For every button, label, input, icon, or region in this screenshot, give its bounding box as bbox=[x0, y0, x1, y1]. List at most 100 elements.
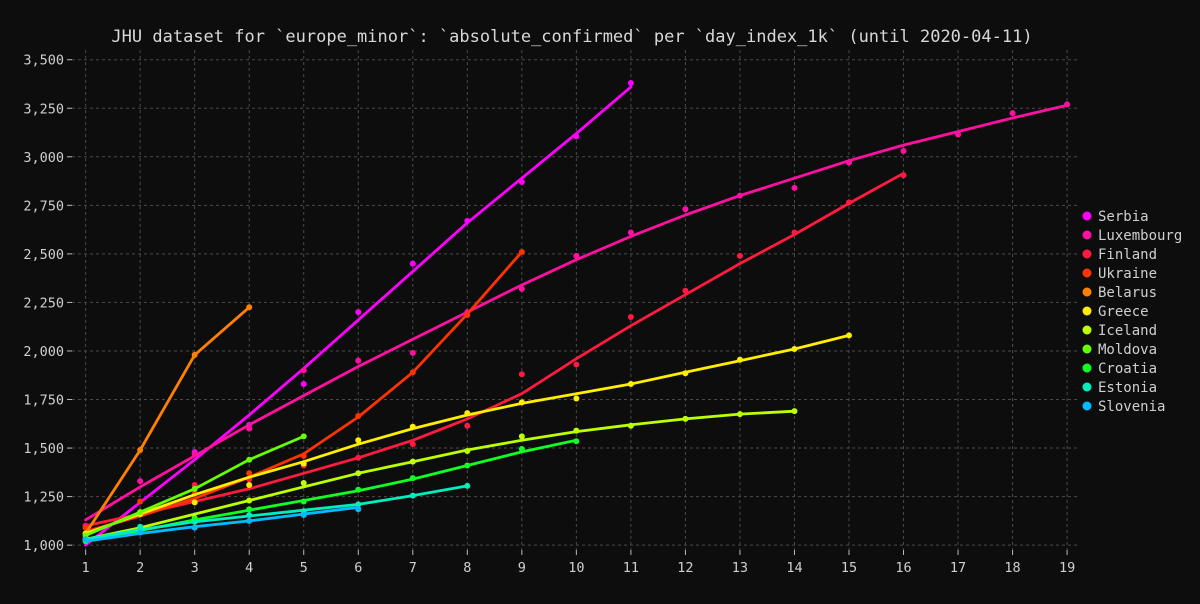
series-line bbox=[84, 409, 796, 541]
legend-swatch bbox=[1082, 230, 1092, 240]
y-tick-label: 2,750 bbox=[23, 198, 64, 214]
y-tick-label: 2,250 bbox=[23, 295, 64, 311]
y-tick-label: 3,250 bbox=[23, 101, 64, 117]
series-slovenia bbox=[82, 505, 362, 543]
series-layer bbox=[82, 80, 1071, 547]
series-iceland bbox=[82, 408, 798, 543]
x-tick-label: 15 bbox=[841, 560, 857, 576]
legend-label: Croatia bbox=[1098, 361, 1157, 377]
y-tick-label: 3,500 bbox=[23, 53, 64, 69]
data-point bbox=[791, 184, 798, 191]
legend-label: Luxembourg bbox=[1098, 228, 1182, 244]
legend-label: Serbia bbox=[1098, 209, 1149, 225]
legend-label: Iceland bbox=[1098, 323, 1157, 339]
data-point bbox=[300, 480, 307, 487]
x-tick-label: 13 bbox=[732, 560, 748, 576]
x-tick-label: 6 bbox=[354, 560, 362, 576]
y-tick-label: 1,500 bbox=[23, 441, 64, 457]
data-point bbox=[355, 357, 362, 364]
legend-label: Estonia bbox=[1098, 380, 1157, 396]
y-tick-label: 1,000 bbox=[23, 538, 64, 554]
x-axis: 1 2 3 4 5 6 7 8 9 10 11 12 13 14 15 16 17 18 19 bbox=[82, 550, 1075, 576]
data-point bbox=[191, 499, 198, 506]
y-axis: 1,000 1,250 1,500 1,750 2,000 2,250 2,500 2,750… bbox=[23, 53, 72, 554]
x-tick-label: 8 bbox=[463, 560, 471, 576]
data-point bbox=[518, 433, 525, 440]
data-point bbox=[518, 285, 525, 292]
legend-swatch bbox=[1082, 287, 1092, 297]
legend-swatch bbox=[1082, 211, 1092, 221]
data-point bbox=[627, 313, 634, 320]
data-point bbox=[627, 229, 634, 236]
x-tick-label: 12 bbox=[677, 560, 693, 576]
data-point bbox=[573, 252, 580, 259]
chart-title: JHU dataset for `europe_minor`: `absolut… bbox=[111, 27, 1032, 47]
series-line bbox=[84, 103, 1069, 522]
series-line bbox=[84, 171, 905, 528]
data-point bbox=[355, 309, 362, 316]
series-line bbox=[84, 484, 469, 541]
data-point bbox=[464, 422, 471, 429]
series-line bbox=[84, 305, 251, 535]
data-point bbox=[682, 206, 689, 213]
data-point bbox=[137, 478, 144, 485]
legend: Serbia Luxembourg Finland Ukraine Belarus Gre… bbox=[1082, 209, 1182, 415]
data-point bbox=[300, 380, 307, 387]
y-tick-label: 1,250 bbox=[23, 490, 64, 506]
x-tick-label: 5 bbox=[300, 560, 308, 576]
legend-swatch bbox=[1082, 382, 1092, 392]
legend-swatch bbox=[1082, 306, 1092, 316]
series-luxembourg bbox=[82, 101, 1071, 529]
x-tick-label: 10 bbox=[568, 560, 584, 576]
x-tick-label: 1 bbox=[82, 560, 90, 576]
data-point bbox=[355, 437, 362, 444]
legend-label: Moldova bbox=[1098, 342, 1157, 358]
data-point bbox=[409, 260, 416, 267]
legend-label: Ukraine bbox=[1098, 266, 1157, 282]
x-tick-label: 18 bbox=[1004, 560, 1020, 576]
legend-swatch bbox=[1082, 325, 1092, 335]
legend-swatch bbox=[1082, 401, 1092, 411]
legend-label: Greece bbox=[1098, 304, 1149, 320]
series-line bbox=[84, 250, 524, 533]
x-tick-label: 14 bbox=[786, 560, 802, 576]
x-tick-label: 7 bbox=[409, 560, 417, 576]
legend-label: Slovenia bbox=[1098, 399, 1165, 415]
series-ukraine bbox=[82, 248, 525, 533]
legend-swatch bbox=[1082, 249, 1092, 259]
series-line bbox=[84, 434, 306, 537]
data-point bbox=[573, 361, 580, 368]
series-line bbox=[84, 85, 633, 547]
data-point bbox=[900, 147, 907, 154]
y-tick-label: 3,000 bbox=[23, 150, 64, 166]
x-tick-label: 4 bbox=[245, 560, 253, 576]
x-tick-label: 9 bbox=[518, 560, 526, 576]
series-finland bbox=[82, 171, 907, 541]
y-tick-label: 2,000 bbox=[23, 344, 64, 360]
data-point bbox=[736, 252, 743, 259]
legend-label: Belarus bbox=[1098, 285, 1157, 301]
x-tick-label: 17 bbox=[950, 560, 966, 576]
data-point bbox=[246, 470, 253, 477]
data-point bbox=[300, 367, 307, 374]
data-point bbox=[246, 481, 253, 488]
x-tick-label: 11 bbox=[623, 560, 639, 576]
series-line bbox=[84, 333, 851, 535]
legend-swatch bbox=[1082, 344, 1092, 354]
x-tick-label: 2 bbox=[136, 560, 144, 576]
data-point bbox=[137, 498, 144, 505]
x-tick-label: 16 bbox=[895, 560, 911, 576]
y-tick-label: 2,500 bbox=[23, 247, 64, 263]
data-point bbox=[573, 395, 580, 402]
y-tick-label: 1,750 bbox=[23, 393, 64, 409]
legend-label: Finland bbox=[1098, 247, 1157, 263]
x-tick-label: 19 bbox=[1059, 560, 1075, 576]
x-tick-label: 3 bbox=[191, 560, 199, 576]
data-point bbox=[1009, 110, 1016, 117]
legend-swatch bbox=[1082, 363, 1092, 373]
legend-swatch bbox=[1082, 268, 1092, 278]
data-point bbox=[518, 371, 525, 378]
data-point bbox=[409, 441, 416, 448]
